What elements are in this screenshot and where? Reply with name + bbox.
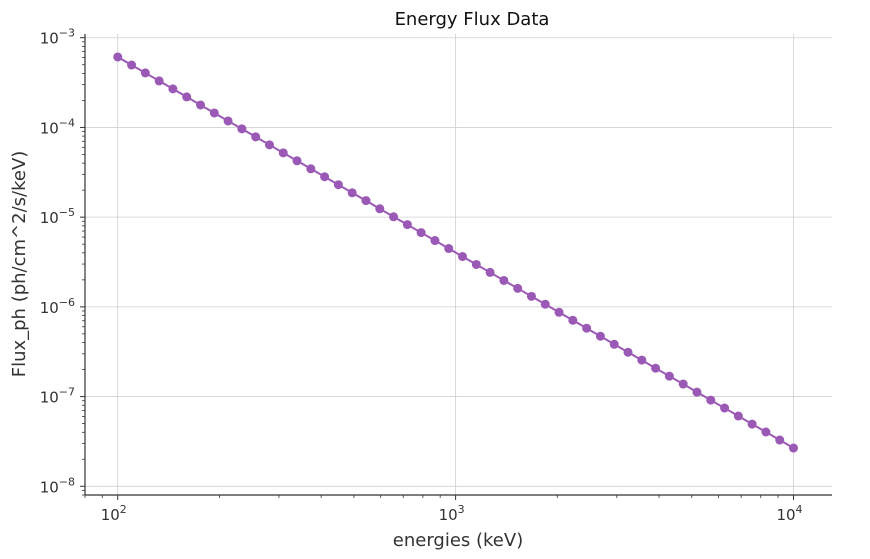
data-point	[775, 435, 785, 445]
x-axis-label: energies (keV)	[393, 530, 523, 551]
data-point	[733, 411, 743, 421]
data-point	[278, 148, 288, 158]
data-point	[113, 52, 123, 62]
data-point	[154, 76, 164, 86]
y-tick-label: 10−3	[40, 27, 75, 48]
data-point	[402, 220, 412, 230]
data-point	[540, 299, 550, 309]
data-point	[444, 244, 454, 254]
x-tick-label: 102	[101, 503, 127, 524]
series	[113, 52, 799, 453]
data-point	[168, 84, 178, 94]
data-point	[513, 283, 523, 293]
data-point	[361, 196, 371, 206]
data-point	[692, 387, 702, 397]
data-point	[554, 307, 564, 317]
data-point	[747, 419, 757, 429]
x-tick-label: 103	[439, 503, 465, 524]
y-axis-label: Flux_ph (ph/cm^2/s/keV)	[9, 151, 30, 378]
chart-title: Energy Flux Data	[395, 9, 550, 30]
grid	[85, 34, 832, 495]
data-point	[789, 443, 799, 453]
data-point	[237, 124, 247, 134]
data-point	[664, 371, 674, 381]
axes	[84, 34, 832, 496]
data-point	[458, 252, 468, 262]
data-point	[333, 180, 343, 190]
y-tick-label: 10−4	[40, 116, 75, 137]
y-tick-label: 10−8	[40, 475, 75, 496]
data-point	[223, 116, 233, 126]
data-point	[347, 188, 357, 198]
data-point	[485, 267, 495, 277]
data-point	[430, 236, 440, 246]
data-point	[706, 395, 716, 405]
data-point	[264, 140, 274, 150]
data-point	[416, 228, 426, 238]
y-tick-label: 10−5	[40, 206, 75, 227]
y-tick-label: 10−6	[40, 296, 75, 317]
data-point	[320, 172, 330, 182]
data-point	[582, 323, 592, 333]
ticks: 102 103 104 10−8 10−7 10−6 10−5 10−4 10−3	[40, 27, 803, 524]
data-point	[595, 331, 605, 341]
data-point	[526, 291, 536, 301]
data-point	[637, 355, 647, 365]
data-point	[196, 100, 206, 110]
data-point	[306, 164, 316, 174]
data-point	[251, 132, 261, 142]
data-point	[678, 379, 688, 389]
data-point	[651, 363, 661, 373]
data-point	[292, 156, 302, 166]
data-point	[623, 347, 633, 357]
data-point	[761, 427, 771, 437]
y-tick-label: 10−7	[40, 386, 75, 407]
data-point	[375, 204, 385, 214]
data-point	[140, 68, 150, 78]
data-point	[209, 108, 219, 118]
data-point	[182, 92, 192, 102]
data-point	[568, 315, 578, 325]
data-point	[127, 60, 137, 70]
data-point	[389, 212, 399, 222]
data-point	[499, 275, 509, 285]
data-point	[609, 339, 619, 349]
data-point	[471, 259, 481, 269]
data-point	[720, 403, 730, 413]
x-tick-label: 104	[776, 503, 802, 524]
